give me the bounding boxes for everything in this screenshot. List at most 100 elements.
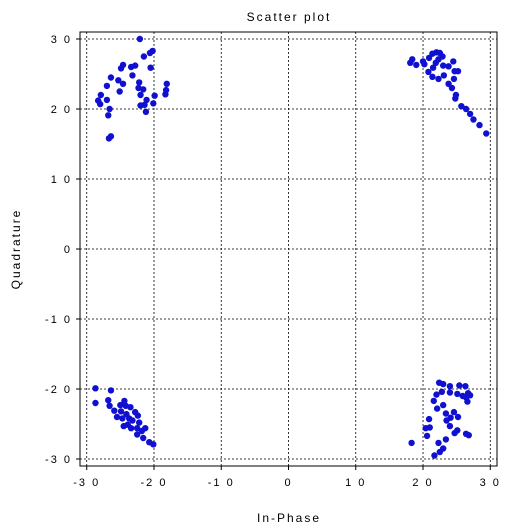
scatter-point (442, 436, 450, 443)
scatter-point (408, 439, 415, 447)
y-tick-label: 0 (64, 244, 72, 256)
scatter-point (119, 80, 127, 88)
scatter-point (429, 73, 436, 81)
scatter-point (454, 390, 461, 398)
scatter-point (103, 96, 111, 104)
scatter-point (140, 53, 148, 60)
scatter-point (135, 79, 143, 86)
scatter-point (439, 380, 447, 388)
scatter-point (458, 103, 465, 110)
scatter-point (466, 110, 474, 118)
scatter-point (431, 452, 438, 459)
scatter-point (97, 91, 105, 99)
scatter-point (454, 68, 462, 75)
scatter-point (448, 84, 456, 92)
scatter-point (462, 383, 469, 390)
scatter-point (454, 413, 462, 421)
scatter-point (450, 75, 458, 83)
scatter-point (438, 388, 446, 395)
scatter-point (117, 65, 125, 72)
scatter-point (435, 75, 442, 83)
y-tick-label: 1 0 (51, 174, 72, 186)
y-axis-label: Quadrature (9, 209, 23, 290)
x-tick-label: -3 0 (73, 477, 100, 489)
scatter-point (151, 92, 158, 99)
scatter-point (137, 102, 144, 109)
scatter-point (143, 96, 150, 104)
scatter-point (150, 441, 157, 448)
scatter-point (430, 397, 437, 405)
scatter-point (117, 401, 124, 409)
scatter-point (127, 425, 135, 432)
scatter-point (92, 385, 99, 392)
scatter-point (446, 422, 454, 430)
scatter-point (439, 401, 447, 409)
scatter-point (149, 47, 156, 55)
scatter-point (116, 88, 123, 95)
scatter-point (133, 425, 141, 432)
scatter-point (442, 410, 450, 417)
scatter-point (425, 415, 433, 423)
scatter-point (163, 80, 170, 88)
y-tick-label: 2 0 (51, 104, 72, 116)
scatter-point (119, 415, 126, 422)
scatter-point (115, 77, 122, 84)
scatter-point (413, 61, 420, 69)
scatter-point (113, 413, 121, 421)
scatter-point (440, 72, 448, 79)
scatter-point (470, 116, 477, 123)
scatter-point (409, 56, 416, 63)
axis-ticks (76, 38, 491, 470)
scatter-point (120, 422, 127, 430)
scatter-point (476, 121, 483, 129)
scatter-point (96, 100, 104, 108)
scatter-point (429, 64, 437, 71)
scatter-point (135, 419, 143, 426)
x-tick-label: -1 0 (208, 477, 235, 489)
scatter-point (464, 398, 471, 405)
scatter-point (465, 432, 472, 439)
scatter-point (129, 72, 136, 79)
y-tick-label: -3 0 (45, 454, 72, 466)
scatter-point (446, 383, 454, 390)
scatter-point (150, 100, 157, 107)
scatter-point (121, 397, 128, 405)
y-tick-label: 3 0 (51, 34, 72, 46)
scatter-point (142, 425, 149, 432)
scatter-point (140, 434, 147, 442)
scatter-point (439, 445, 447, 452)
scatter-point (137, 91, 144, 99)
x-tick-label: 0 (284, 477, 292, 489)
scatter-point (422, 425, 429, 432)
scatter-point (433, 391, 440, 398)
scatter-point (103, 82, 111, 90)
scatter-point (111, 407, 118, 414)
x-tick-label: 3 0 (480, 477, 501, 489)
scatter-point (106, 105, 113, 113)
chart-title: Scatter plot (247, 10, 332, 24)
scatter-point (129, 417, 136, 424)
scatter-point (451, 429, 458, 437)
x-tick-label: 2 0 (412, 477, 433, 489)
scatter-point (483, 130, 490, 137)
scatter-point (456, 382, 463, 389)
y-tick-label: -2 0 (45, 384, 72, 396)
scatter-point (425, 68, 432, 76)
scatter-point (450, 408, 458, 416)
x-tick-label: 1 0 (345, 477, 366, 489)
scatter-point (423, 432, 431, 440)
scatter-point (445, 63, 452, 70)
x-tick-labels: -3 0 -2 0 -1 0 0 1 0 2 0 3 0 (73, 477, 501, 489)
scatter-point (107, 74, 115, 81)
scatter-point (433, 405, 441, 412)
scatter-point (443, 417, 450, 424)
scatter-point (105, 397, 112, 404)
scatter-point (452, 95, 459, 102)
scatter-point (446, 389, 454, 396)
x-tick-label: -2 0 (140, 477, 167, 489)
scatter-point (127, 404, 134, 411)
scatter-point (435, 439, 442, 447)
y-tick-labels: -3 0 -2 0 -1 0 0 1 0 2 0 3 0 (45, 34, 72, 466)
scatter-point (140, 86, 147, 93)
